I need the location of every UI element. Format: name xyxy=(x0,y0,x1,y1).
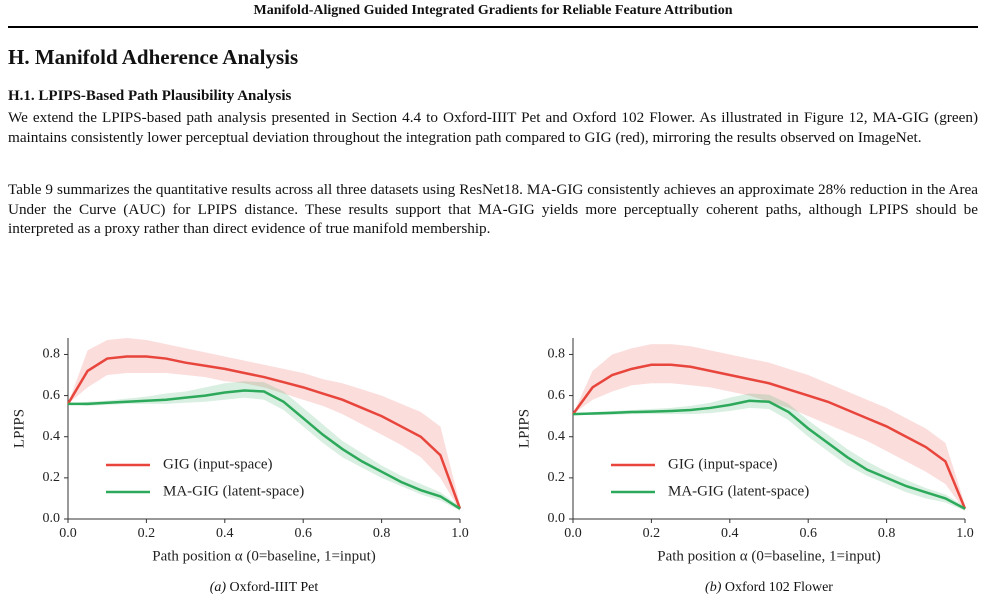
x-tick-label: 0.2 xyxy=(643,526,661,541)
x-tick-label: 0.6 xyxy=(799,526,817,541)
y-tick-label: 0.0 xyxy=(548,511,566,526)
x-tick-label: 0.4 xyxy=(216,526,234,541)
y-tick-label: 0.6 xyxy=(548,388,566,403)
y-axis-label: LPIPS xyxy=(516,409,532,448)
legend-label: MA-GIG (latent-space) xyxy=(163,483,304,499)
x-tick-label: 0.6 xyxy=(294,526,312,541)
series-line xyxy=(571,363,967,510)
y-tick-label: 0.2 xyxy=(43,470,61,485)
caption-label: (b) xyxy=(705,580,722,595)
confidence-band xyxy=(68,338,460,511)
paragraph: We extend the LPIPS-based path analysis … xyxy=(8,109,978,146)
x-tick-label: 0.8 xyxy=(373,526,391,541)
x-axis-label: Path position α (0=baseline, 1=input) xyxy=(657,548,881,564)
y-tick-label: 0.2 xyxy=(548,470,566,485)
y-axis-label: LPIPS xyxy=(11,409,27,448)
chart: 0.0 0.2 0.4 0.6 0.8 0.0 0.2 0.4 0.6 0.8 1.0 Path po… xyxy=(516,338,974,564)
x-tick-label: 1.0 xyxy=(451,526,469,541)
subsection-title: H.1. LPIPS-Based Path Plausibility Analy… xyxy=(8,88,292,104)
y-tick-label: 0.8 xyxy=(548,347,566,362)
series-line xyxy=(66,355,462,510)
section-title: H. Manifold Adherence Analysis xyxy=(8,45,299,69)
legend-label: GIG (input-space) xyxy=(163,456,273,472)
caption: (a) Oxford-IIIT Pet xyxy=(19,580,509,596)
caption-text: Oxford 102 Flower xyxy=(724,580,833,595)
y-tick-label: 0.6 xyxy=(43,388,61,403)
x-tick-label: 0.2 xyxy=(138,526,156,541)
running-header: Manifold-Aligned Guided Integrated Gradi… xyxy=(253,3,733,18)
y-tick-label: 0.8 xyxy=(43,347,61,362)
y-tick-label: 0.4 xyxy=(548,429,566,444)
x-tick-label: 0.4 xyxy=(721,526,739,541)
x-axis-label: Path position α (0=baseline, 1=input) xyxy=(152,548,376,564)
y-tick-label: 0.4 xyxy=(43,429,61,444)
x-tick-label: 0.0 xyxy=(59,526,77,541)
caption-text: Oxford-IIIT Pet xyxy=(229,580,319,595)
legend-label: GIG (input-space) xyxy=(668,456,778,472)
series-line xyxy=(68,389,461,510)
x-tick-label: 0.8 xyxy=(878,526,896,541)
caption-label: (a) xyxy=(209,580,227,595)
series-line xyxy=(572,399,966,510)
caption: (b) Oxford 102 Flower xyxy=(524,580,986,596)
y-tick-label: 0.0 xyxy=(43,511,61,526)
legend-label: MA-GIG (latent-space) xyxy=(668,483,809,499)
x-tick-label: 0.0 xyxy=(564,526,582,541)
paragraph: Table 9 summarizes the quantitative resu… xyxy=(8,181,978,237)
header-rule xyxy=(8,26,978,28)
chart: 0.0 0.2 0.4 0.6 0.8 0.0 0.2 0.4 0.6 0.8 1.0 Path po… xyxy=(11,338,469,564)
x-tick-label: 1.0 xyxy=(956,526,974,541)
